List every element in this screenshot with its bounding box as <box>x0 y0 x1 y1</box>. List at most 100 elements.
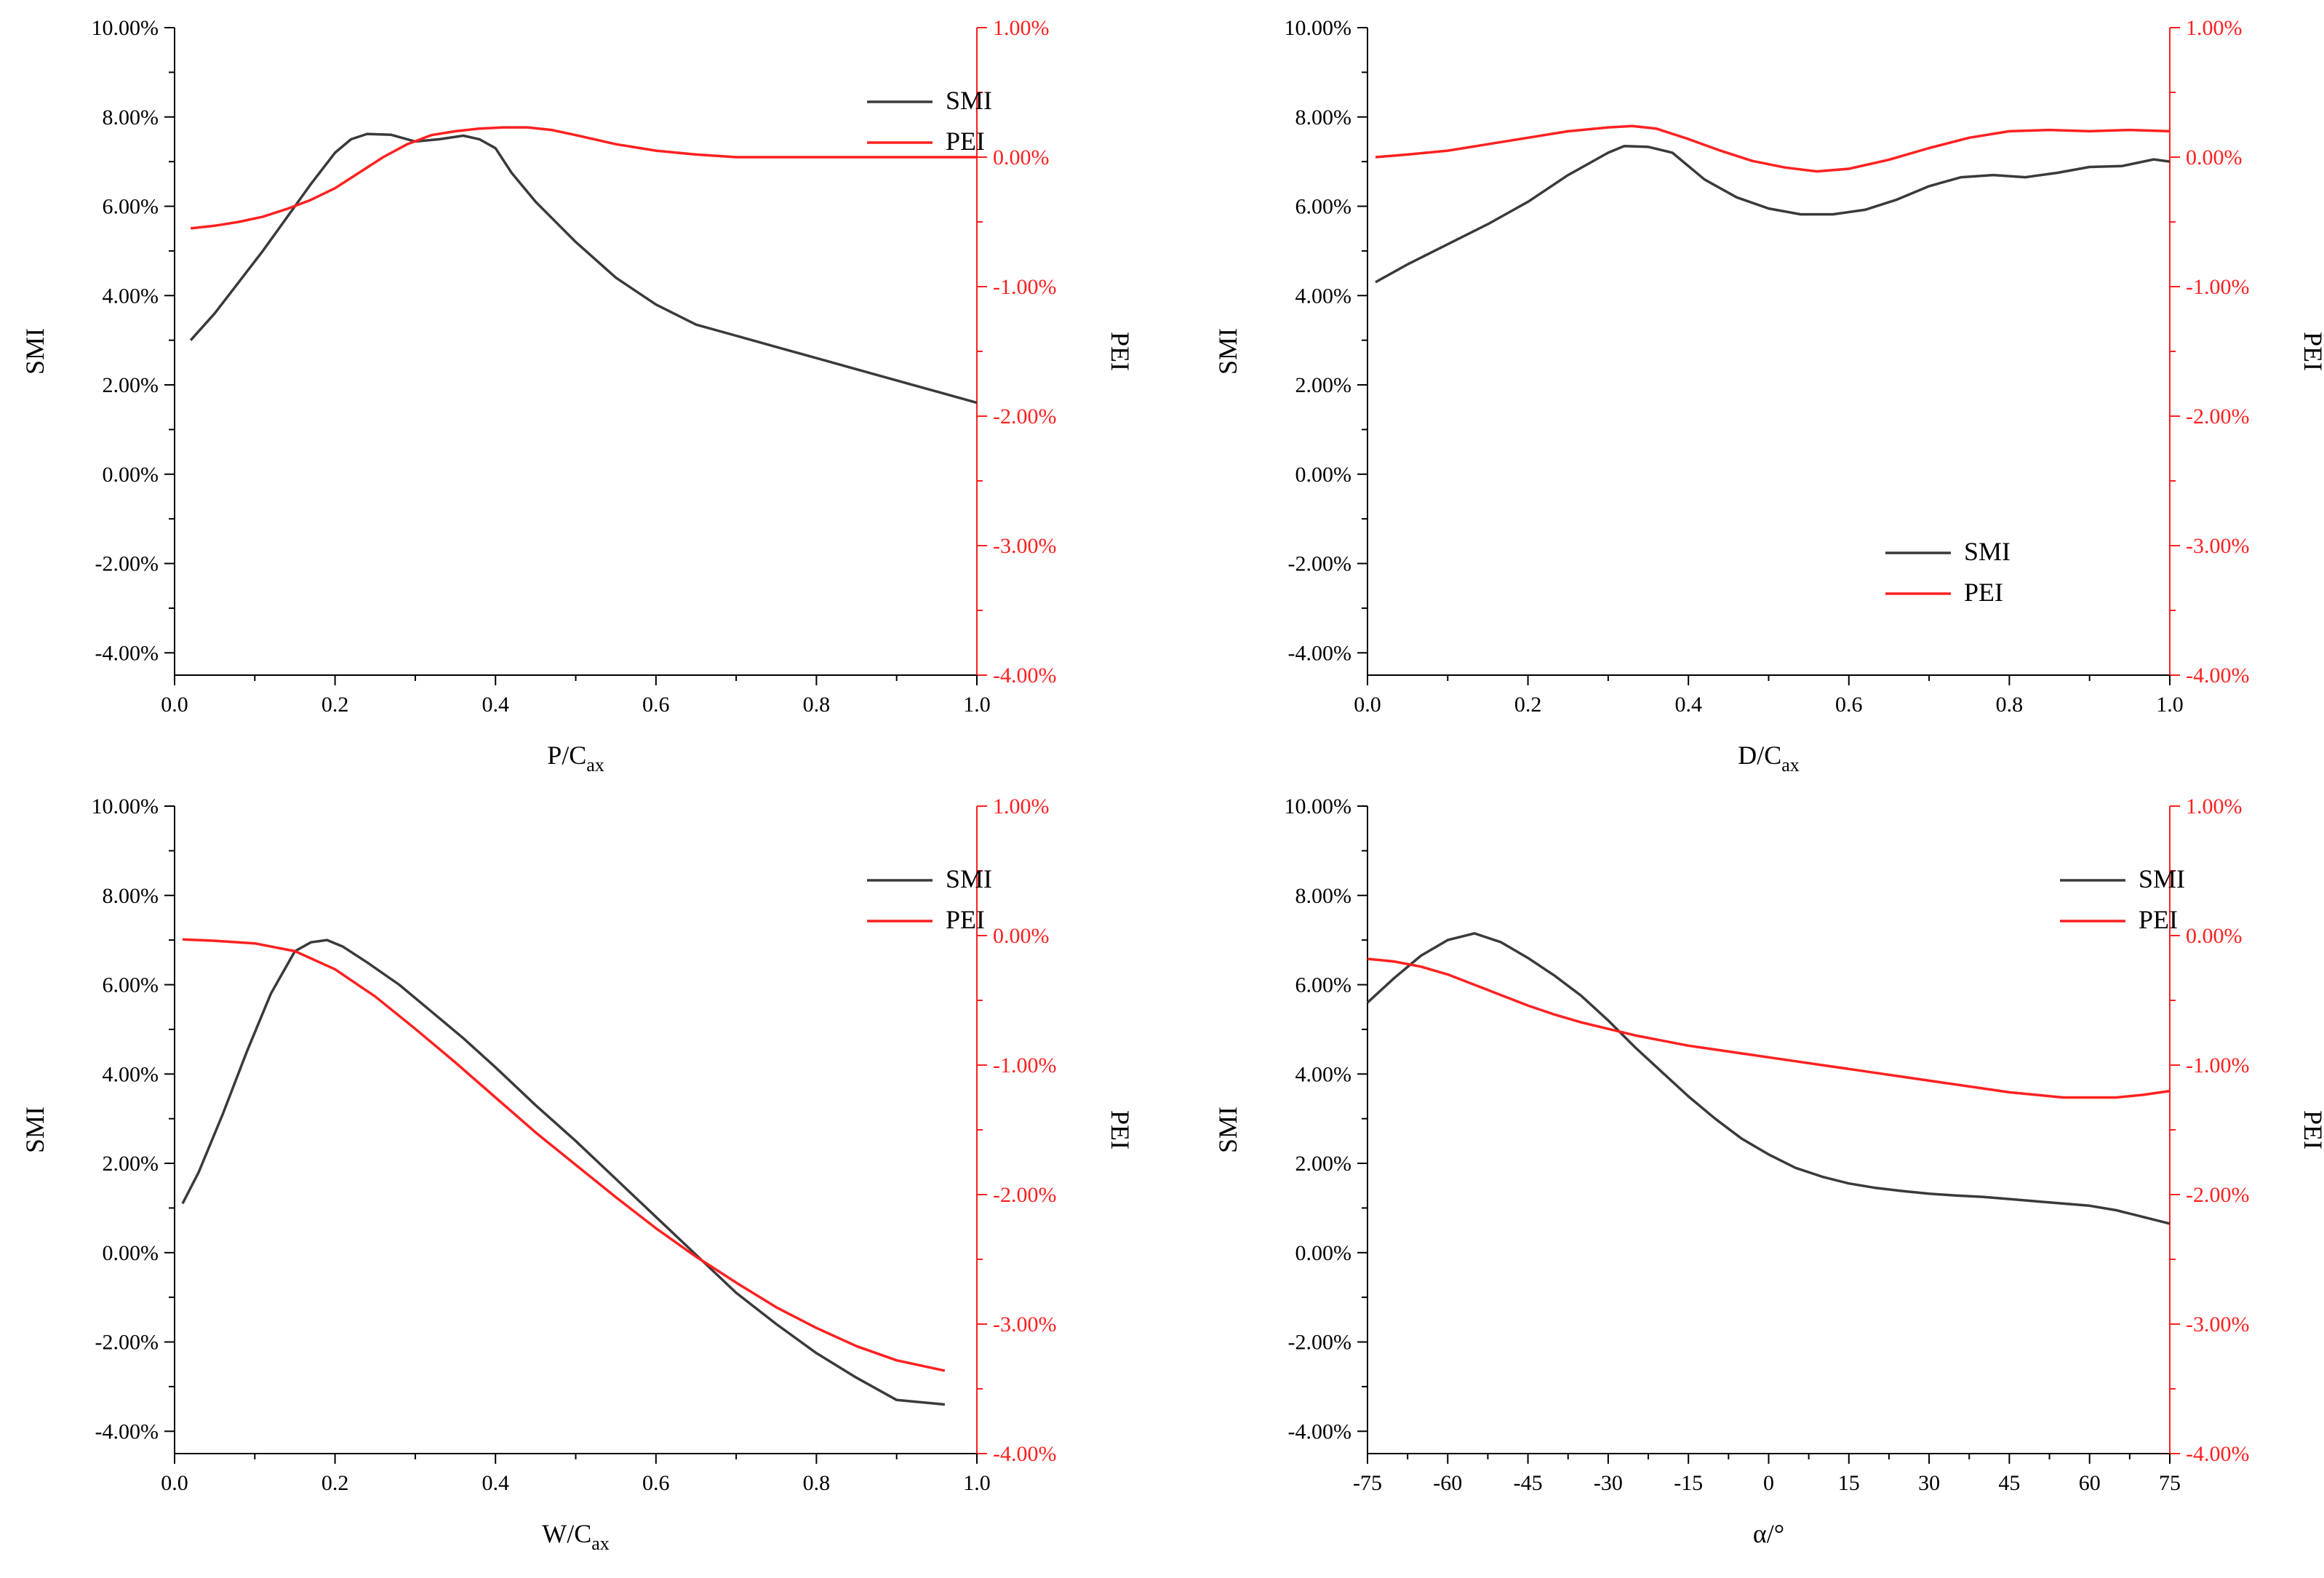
legend-label-smi: SMI <box>946 864 992 893</box>
x-tick-label: 0.0 <box>161 693 188 717</box>
x-tick-label: 0.0 <box>161 1471 188 1495</box>
y-right-tick-label: 1.00% <box>993 794 1050 818</box>
y-right-tick-label: -4.00% <box>993 664 1056 688</box>
x-axis-label: W/Cax <box>542 1519 610 1554</box>
x-tick-label: 0.4 <box>1674 693 1702 717</box>
y-left-tick-label: -2.00% <box>1288 552 1351 576</box>
panel-top-left: 10.00% 8.00% 6.00% 4.00% 2.00% 0.00% -2.00% -4.… <box>20 16 1135 776</box>
y-left-tick-label: 0.00% <box>103 463 159 487</box>
x-tick-label: 45 <box>1998 1471 2020 1495</box>
y-right-tick-label: -3.00% <box>993 1312 1056 1336</box>
x-tick-label: 15 <box>1838 1471 1860 1495</box>
x-axis-label-subscript: ax <box>1781 754 1800 776</box>
panel-bottom-right: 10.00% 8.00% 6.00% 4.00% 2.00% 0.00% -2.00% -4.… <box>1213 794 2324 1548</box>
y-right-tick-label: -3.00% <box>993 534 1056 558</box>
y-right-tick-label: -4.00% <box>2186 664 2249 688</box>
y-left-tick-label: 6.00% <box>103 195 159 219</box>
y-left-tick-label: 10.00% <box>92 794 159 818</box>
panel-bottom-left: 10.00% 8.00% 6.00% 4.00% 2.00% 0.00% -2.00% -4.… <box>20 794 1135 1554</box>
legend-label-pei: PEI <box>2139 905 2178 934</box>
y-left-tick-label: -4.00% <box>1288 1419 1351 1443</box>
series-line-pei <box>1375 124 2171 173</box>
y-right-tick-label: -1.00% <box>993 1053 1056 1077</box>
x-axis-label-main: α/° <box>1753 1519 1784 1548</box>
legend-label-pei: PEI <box>1964 578 2003 607</box>
x-tick-label: 0 <box>1763 1471 1774 1495</box>
x-tick-label: 0.4 <box>482 1471 509 1495</box>
x-tick-label: -30 <box>1594 1471 1623 1495</box>
y-left-tick-label: 2.00% <box>103 1152 159 1176</box>
x-axis-label-main: W/C <box>542 1519 591 1548</box>
x-tick-label: 0.4 <box>482 693 509 717</box>
y-left-tick-label: -2.00% <box>95 1331 159 1355</box>
y-right-tick-label: -1.00% <box>2186 1053 2249 1077</box>
x-tick-label: 0.6 <box>642 1471 670 1495</box>
y-left-tick-label: 10.00% <box>1285 794 1352 818</box>
x-axis-label: α/° <box>1753 1519 1784 1548</box>
y-right-tick-label: 0.00% <box>993 924 1050 948</box>
x-tick-label: 30 <box>1918 1471 1940 1495</box>
x-tick-label: -60 <box>1433 1471 1462 1495</box>
legend-label-smi: SMI <box>2139 864 2185 893</box>
series-line-smi <box>189 132 978 405</box>
y-left-axis-label: SMI <box>1213 328 1242 375</box>
y-left-axis-label: SMI <box>20 328 49 375</box>
x-tick-label: 60 <box>2079 1471 2101 1495</box>
x-axis-label-main: P/C <box>547 741 586 770</box>
y-right-tick-label: 1.00% <box>993 16 1050 40</box>
x-tick-label: 0.8 <box>1996 693 2024 717</box>
y-right-tick-label: -1.00% <box>2186 275 2249 299</box>
x-tick-label: 1.0 <box>963 693 991 717</box>
y-left-tick-label: 8.00% <box>1295 884 1352 908</box>
y-right-axis-label: PEI <box>1106 332 1135 371</box>
x-axis-label-subscript: ax <box>586 754 604 776</box>
y-left-tick-label: 0.00% <box>1295 1241 1352 1265</box>
y-right-axis-label: PEI <box>1106 1110 1135 1149</box>
y-left-tick-label: -4.00% <box>95 1419 159 1443</box>
legend-label-smi: SMI <box>946 86 992 115</box>
y-left-axis-label: SMI <box>1213 1107 1242 1153</box>
x-axis-label: D/Cax <box>1738 741 1800 776</box>
x-tick-label: 0.0 <box>1354 693 1381 717</box>
x-tick-label: 0.6 <box>1835 693 1863 717</box>
panel-top-right: 10.00% 8.00% 6.00% 4.00% 2.00% 0.00% -2.00% -4.… <box>1213 16 2324 776</box>
y-left-axis-label: SMI <box>20 1107 49 1153</box>
x-tick-label: 0.8 <box>803 1471 831 1495</box>
x-tick-label: 0.8 <box>803 693 831 717</box>
x-tick-label: 0.2 <box>322 693 349 717</box>
y-right-tick-label: -3.00% <box>2186 1312 2249 1336</box>
y-right-tick-label: -4.00% <box>2186 1442 2249 1466</box>
y-right-tick-label: -2.00% <box>993 405 1056 429</box>
y-left-tick-label: 0.00% <box>103 1241 159 1265</box>
y-right-tick-label: 0.00% <box>2186 146 2243 170</box>
y-left-tick-label: 6.00% <box>1295 973 1352 997</box>
y-left-tick-label: 2.00% <box>103 373 159 397</box>
y-left-tick-label: 4.00% <box>103 284 159 308</box>
y-left-tick-label: 8.00% <box>103 884 159 908</box>
y-right-tick-label: 1.00% <box>2186 794 2243 818</box>
y-left-tick-label: 4.00% <box>103 1062 159 1086</box>
x-tick-label: -45 <box>1514 1471 1543 1495</box>
y-right-tick-label: 0.00% <box>993 146 1050 170</box>
legend-label-pei: PEI <box>946 127 985 156</box>
series-line-smi <box>1375 144 2171 284</box>
x-tick-label: -75 <box>1353 1471 1382 1495</box>
y-left-tick-label: 6.00% <box>1295 195 1352 219</box>
series-line-pei <box>182 938 946 1372</box>
y-left-tick-label: 2.00% <box>1295 1152 1352 1176</box>
x-tick-label: 75 <box>2159 1471 2181 1495</box>
y-left-tick-label: 0.00% <box>1295 463 1352 487</box>
series-line-smi <box>1366 932 2171 1225</box>
y-left-tick-label: 8.00% <box>103 105 159 129</box>
legend-label-smi: SMI <box>1964 537 2010 566</box>
x-axis-label-main: D/C <box>1738 741 1781 770</box>
x-tick-label: 1.0 <box>963 1471 991 1495</box>
y-right-tick-label: -2.00% <box>2186 1183 2249 1207</box>
x-tick-label: 0.2 <box>1514 693 1542 717</box>
y-left-tick-label: 6.00% <box>103 973 159 997</box>
y-right-tick-label: -2.00% <box>993 1183 1056 1207</box>
x-tick-label: 1.0 <box>2156 693 2184 717</box>
y-left-tick-label: 10.00% <box>1285 16 1352 40</box>
y-left-tick-label: -2.00% <box>1288 1331 1351 1355</box>
